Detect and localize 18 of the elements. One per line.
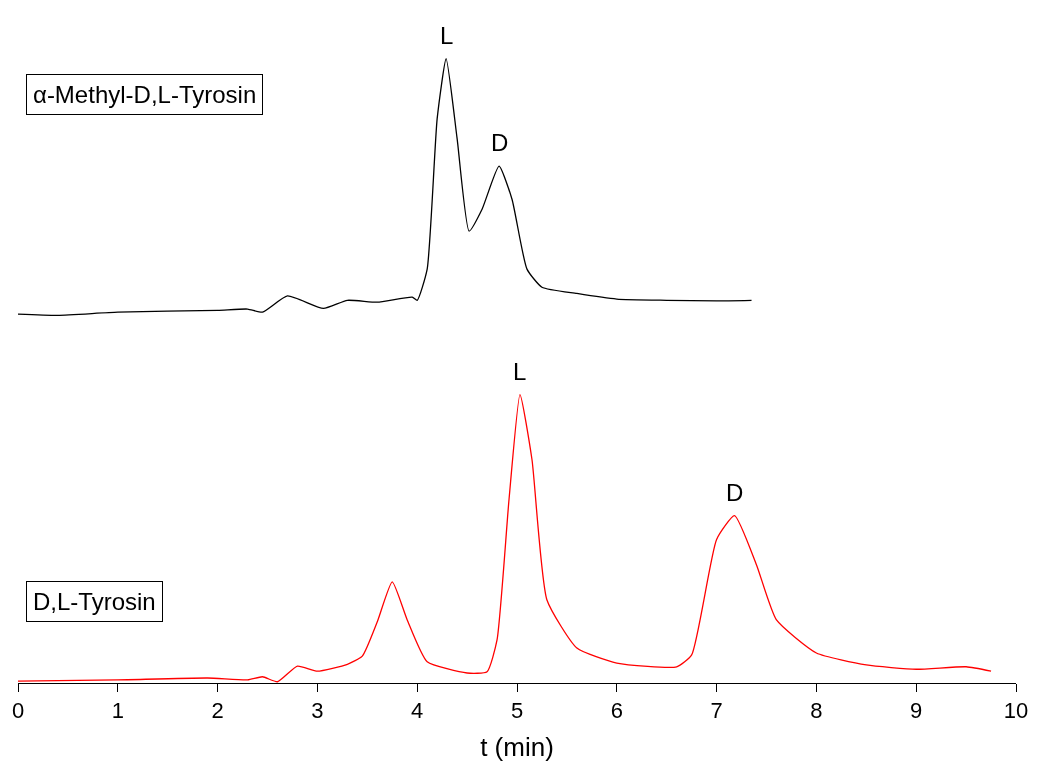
x-tick-label: 0 [11, 698, 25, 724]
x-tick-label: 5 [510, 698, 524, 724]
annotation: L [440, 22, 454, 49]
text: D,L-Tyrosin [33, 588, 156, 615]
x-tick-label: 3 [311, 698, 324, 724]
x-tick-label: 10 [1003, 698, 1029, 724]
x-tick-label: 4 [411, 698, 424, 724]
text: α-Methyl-D,L-Tyrosin [33, 81, 257, 108]
annotation: D [726, 479, 744, 506]
x-tick-label: 6 [610, 698, 623, 724]
x-axis-title: t (min) [480, 732, 554, 763]
x-tick-label: 2 [211, 698, 224, 724]
x-tick-label: 7 [710, 698, 723, 724]
annotation: D [491, 129, 509, 156]
annotation: L [513, 358, 527, 385]
x-tick-label: 9 [910, 698, 923, 724]
x-tick-label: 8 [810, 698, 823, 724]
x-tick-label: 1 [111, 698, 124, 724]
